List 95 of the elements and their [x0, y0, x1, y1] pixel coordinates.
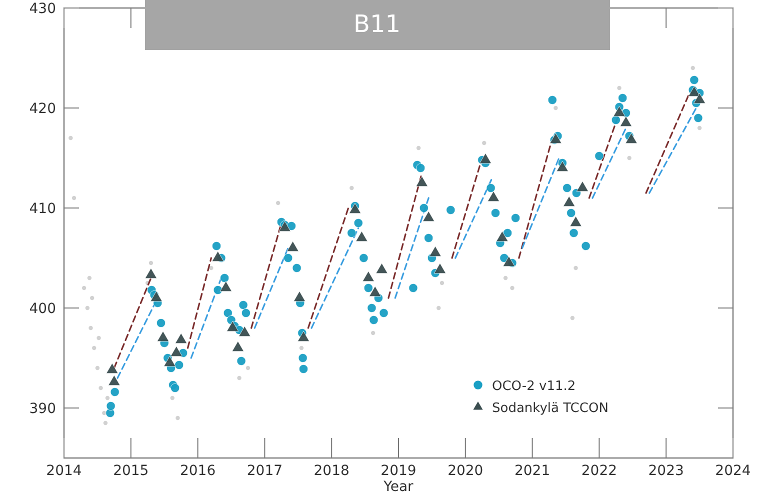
point: [576, 181, 589, 192]
point: [570, 216, 582, 227]
point: [487, 191, 500, 202]
point: [87, 276, 92, 280]
y-tick-label: 420: [29, 101, 56, 117]
x-tick-label: 2021: [514, 463, 550, 479]
x-tick-label: 2020: [448, 463, 484, 479]
point: [429, 246, 442, 257]
point: [237, 376, 242, 380]
point: [106, 363, 118, 374]
point: [613, 106, 626, 117]
legend-label: OCO-2 v11.2: [492, 379, 576, 394]
y-tick-label: 390: [29, 401, 56, 417]
point: [697, 126, 702, 130]
point: [98, 386, 103, 390]
point: [502, 256, 515, 267]
point: [170, 396, 174, 400]
x-tick-label: 2014: [46, 463, 82, 479]
point: [434, 263, 446, 274]
point: [105, 396, 110, 400]
point: [693, 93, 706, 104]
point: [617, 86, 622, 90]
x-axis-title: Year: [382, 479, 414, 495]
point: [226, 321, 239, 332]
x-tick-label: 2015: [113, 463, 149, 479]
point: [350, 186, 354, 190]
point: [176, 416, 180, 420]
point: [422, 211, 435, 222]
point: [690, 66, 695, 70]
point: [479, 153, 492, 164]
y-tick-label: 410: [29, 201, 56, 217]
point: [299, 346, 304, 350]
point: [376, 263, 388, 274]
point: [297, 331, 310, 342]
point: [209, 266, 214, 270]
point: [85, 306, 90, 310]
point: [72, 196, 76, 200]
point: [82, 286, 86, 290]
point: [246, 366, 250, 370]
point: [556, 161, 568, 172]
point: [108, 375, 120, 386]
point: [293, 291, 306, 302]
point: [570, 316, 575, 320]
point: [220, 281, 232, 292]
point: [688, 86, 700, 97]
point: [416, 146, 421, 150]
x-tick-label: 2023: [648, 463, 684, 479]
point: [416, 176, 428, 187]
point: [156, 331, 170, 342]
x-tick-label: 2016: [180, 463, 216, 479]
point: [362, 271, 374, 282]
point: [356, 231, 368, 242]
point: [232, 341, 244, 352]
point: [503, 276, 508, 280]
point: [348, 203, 362, 214]
point: [92, 346, 96, 350]
point: [440, 280, 444, 286]
point: [563, 196, 576, 207]
point: [212, 251, 224, 262]
point: [170, 346, 182, 357]
point: [238, 326, 251, 337]
y-tick-label: 400: [29, 301, 56, 317]
chart-title: B11: [353, 10, 401, 38]
x-tick-label: 2018: [314, 463, 350, 479]
point: [369, 286, 382, 297]
point: [496, 231, 508, 242]
point: [550, 133, 562, 144]
point: [482, 140, 486, 146]
point: [627, 156, 632, 160]
y-tick-label: 430: [29, 1, 56, 17]
point: [286, 241, 299, 252]
point: [510, 286, 514, 290]
point: [174, 333, 188, 344]
point: [95, 366, 100, 370]
x-tick-label: 2022: [581, 463, 618, 479]
point: [436, 306, 441, 310]
point: [620, 116, 632, 127]
point: [88, 326, 93, 330]
x-tick-label: 2024: [715, 463, 751, 479]
point: [148, 260, 154, 266]
point: [554, 106, 558, 110]
point: [574, 266, 578, 270]
point: [144, 268, 158, 279]
point: [68, 136, 73, 140]
x-tick-label: 2019: [380, 463, 416, 479]
point: [625, 133, 638, 144]
point: [103, 420, 108, 426]
point: [96, 336, 101, 340]
point: [150, 291, 162, 302]
x-tick-label: 2017: [246, 463, 283, 479]
point: [370, 330, 376, 336]
legend-label: Sodankylä TCCON: [492, 401, 608, 416]
point: [90, 296, 94, 300]
point: [164, 356, 176, 367]
point: [276, 200, 280, 206]
